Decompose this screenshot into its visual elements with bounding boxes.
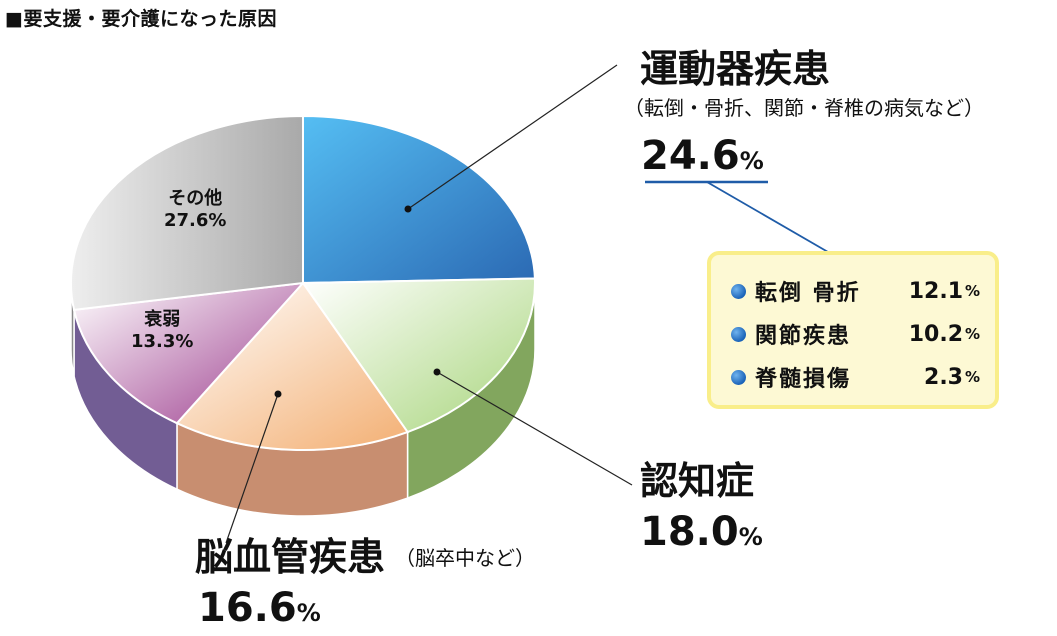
label-weakness-name: 衰弱 (144, 309, 181, 330)
bullet-dot-icon (731, 369, 746, 385)
label-dementia-name: 認知症 (640, 459, 755, 503)
breakdown-value: 10.2 (908, 321, 963, 347)
bullet-dot-icon (731, 283, 746, 299)
breakdown-row-spinal-injury: 脊髄損傷 2.3% (731, 361, 980, 393)
pie-slice-dementia (301, 277, 536, 434)
leader-line-cerebrovascular (225, 393, 279, 544)
bullet-dot-icon (731, 326, 746, 342)
breakdown-pct-symbol: % (965, 325, 981, 343)
label-other: その他 27.6% (164, 188, 226, 231)
leader-line-musculoskeletal (407, 64, 618, 210)
chart-title: ■要支援・要介護になった原因 (5, 8, 277, 30)
label-weakness-pct: 13.3% (131, 330, 194, 352)
leader-line-dementia (436, 371, 633, 486)
label-weakness: 衰弱 13.3% (131, 309, 193, 352)
breakdown-pct-symbol: % (965, 282, 981, 300)
breakdown-connector-line (706, 181, 829, 253)
dementia-pct-symbol: % (738, 523, 763, 551)
breakdown-label: 脊髄損傷 (755, 367, 852, 392)
pie-slice-weakness (72, 281, 306, 425)
label-other-name: その他 (168, 188, 223, 209)
breakdown-pct-symbol: % (965, 368, 981, 386)
breakdown-row-joint-disease: 関節疾患 10.2% (731, 318, 980, 350)
musculoskeletal-breakdown-box: 転倒 骨折 12.1% 関節疾患 10.2% 脊髄損傷 2.3% (707, 251, 999, 409)
musculoskeletal-pct-symbol: % (739, 147, 764, 175)
breakdown-value: 2.3 (924, 364, 963, 390)
leader-dot-musculoskeletal (404, 205, 412, 213)
cerebrovascular-pct-value: 16.6 (198, 585, 297, 631)
pie-slice-other (70, 114, 304, 311)
cerebrovascular-pct-symbol: % (296, 599, 321, 627)
musculoskeletal-pct-value: 24.6 (641, 133, 740, 179)
label-dementia-pct: 18.0% (640, 512, 763, 552)
leader-dot-cerebrovascular (274, 390, 282, 398)
label-cerebrovascular-pct: 16.6% (198, 588, 321, 628)
breakdown-label: 転倒 骨折 (755, 281, 861, 306)
label-musculoskeletal-sub: （転倒・骨折、関節・脊椎の病気など） (624, 96, 984, 120)
breakdown-label: 関節疾患 (755, 324, 852, 349)
leader-dot-dementia (433, 368, 441, 376)
dementia-pct-value: 18.0 (640, 509, 739, 555)
label-musculoskeletal-name: 運動器疾患 (640, 47, 831, 91)
label-musculoskeletal-pct: 24.6% (641, 136, 764, 176)
breakdown-value: 12.1 (908, 278, 963, 304)
pie-slice-cerebrovascular (175, 281, 410, 451)
breakdown-row-fall-fracture: 転倒 骨折 12.1% (731, 275, 980, 307)
pie-slice-musculoskeletal (302, 114, 536, 285)
label-cerebrovascular-name: 脳血管疾患 (195, 535, 386, 579)
label-cerebrovascular-sub: （脳卒中など） (395, 546, 535, 570)
label-other-pct: 27.6% (164, 209, 227, 231)
